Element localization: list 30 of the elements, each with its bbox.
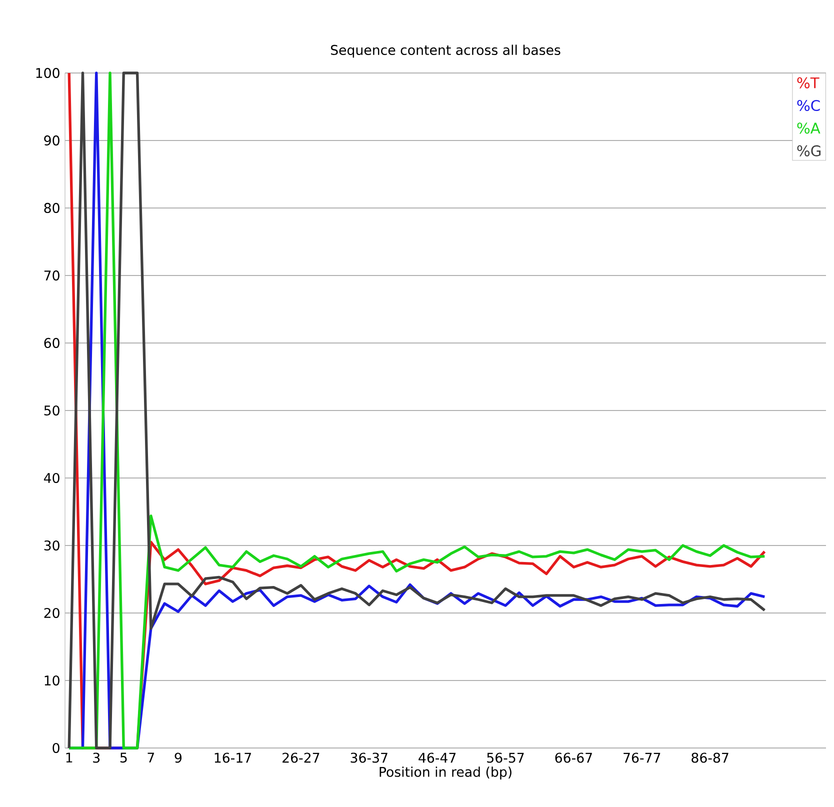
- y-tick-label: 70: [44, 270, 60, 281]
- y-tick-label: 0: [52, 742, 60, 754]
- x-tick-label: 76-77: [624, 752, 660, 763]
- x-tick-label: 26-27: [282, 752, 320, 763]
- x-tick-label: 9: [174, 752, 182, 763]
- text: %T: [797, 77, 820, 88]
- text: %C: [797, 100, 820, 112]
- x-tick-label: 46-47: [418, 752, 456, 763]
- x-axis-title: Position in read (bp): [380, 766, 512, 780]
- x-tick-label: 3: [93, 752, 100, 763]
- y-tick-label: 30: [44, 540, 60, 551]
- y-tick-label: 20: [44, 608, 60, 618]
- text: %A: [797, 122, 820, 134]
- x-tick-label: 36-37: [350, 752, 388, 763]
- y-tick-label: 10: [44, 675, 60, 686]
- y-tick-label: 80: [44, 202, 60, 214]
- x-tick-label: 1: [66, 752, 72, 762]
- y-tick-label: 40: [44, 472, 60, 484]
- x-tick-label: 66-67: [555, 752, 592, 763]
- y-tick-label: 50: [44, 405, 60, 416]
- x-tick-label: 7: [148, 752, 154, 762]
- chart-title: Sequence content across all bases: [330, 44, 560, 58]
- y-tick-label: 100: [36, 68, 60, 78]
- x-tick-label: 86-87: [692, 752, 728, 763]
- x-tick-label: 16-17: [214, 752, 251, 763]
- y-tick-label: 60: [44, 338, 60, 348]
- y-tick-label: 90: [44, 135, 60, 146]
- x-tick-label: 56-57: [487, 752, 524, 763]
- x-tick-label: 5: [120, 752, 127, 763]
- text: %G: [797, 145, 821, 156]
